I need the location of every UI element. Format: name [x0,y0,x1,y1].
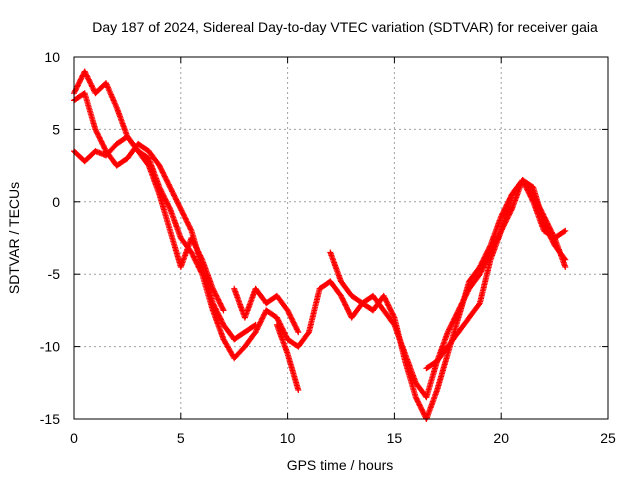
x-axis-label: GPS time / hours [287,457,394,473]
data-marks [71,68,569,422]
x-tick-label: 25 [600,430,616,446]
data-series [231,285,302,336]
plot-frame [73,56,609,420]
y-tick-label: -5 [48,266,61,282]
y-tick-label: -15 [40,411,60,427]
data-points [327,177,569,422]
data-series [273,321,302,393]
axis-ticks: 0 5 10 15 20 25 -15 -10 -5 0 5 10 [40,49,616,446]
x-tick-label: 0 [70,430,78,446]
y-tick-label: 10 [44,49,60,65]
grid-lines [74,57,608,419]
x-tick-label: 20 [493,430,509,446]
data-points [273,321,302,393]
y-tick-label: 5 [52,121,60,137]
x-tick-label: 15 [387,430,403,446]
x-tick-label: 5 [177,430,185,446]
data-series [423,177,569,372]
data-points [423,177,569,372]
chart-title: Day 187 of 2024, Sidereal Day-to-day VTE… [92,19,598,35]
y-axis-label: SDTVAR / TECUs [6,182,22,294]
x-tick-label: 10 [280,430,296,446]
y-tick-label: 0 [52,194,60,210]
data-points [231,285,302,336]
data-series [327,177,569,422]
y-tick-label: -10 [40,339,60,355]
